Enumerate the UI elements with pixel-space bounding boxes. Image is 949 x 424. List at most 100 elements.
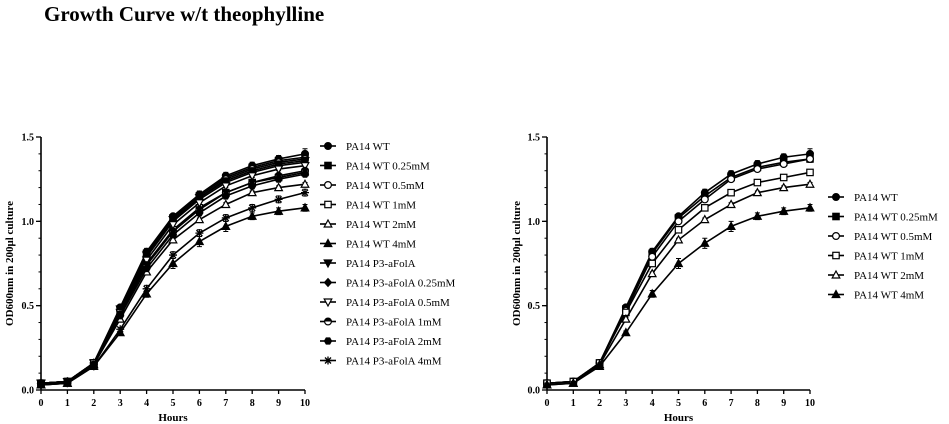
legend-entry: PA14 WT 4mM [828,289,924,302]
data-point [274,175,283,183]
data-point [778,205,789,215]
legend-marker [324,200,332,209]
legend-label: PA14 WT 1mM [854,251,924,263]
x-tick-label: 8 [250,398,255,409]
x-tick-label: 1 [65,398,70,409]
data-point [779,159,788,168]
data-point [220,199,231,209]
data-point [89,362,98,371]
data-point [674,217,683,226]
x-tick-label: 0 [545,398,550,409]
legend-marker [324,317,333,326]
series-8 [36,157,310,389]
legend-entry: PA14 WT 0.5mM [828,231,933,243]
x-tick-label: 5 [676,398,681,409]
legend-marker [832,212,840,221]
x-tick-label: 10 [805,398,815,409]
data-point [673,258,684,268]
legend-label: PA14 WT 0.5mM [854,231,933,243]
data-point [220,182,231,192]
data-point [37,380,45,389]
legend-entry: PA14 WT 0.25mM [828,212,938,224]
data-point-half [222,189,230,193]
data-point [726,221,736,230]
data-point [752,187,763,197]
legend-entry: PA14 P3-aFolA 4mM [320,356,442,368]
data-point [727,188,735,197]
series-5 [542,178,815,389]
x-tick-label: 7 [223,398,228,409]
data-point [274,195,283,204]
y-axis-label: OD600nm in 200μl culture [511,201,523,326]
legend-entry: PA14 WT 4mM [320,238,416,251]
data-point [753,165,762,174]
series-4 [37,168,309,388]
data-point [247,187,258,197]
data-point [221,192,230,200]
x-tick-label: 3 [118,398,123,409]
data-point [116,325,125,334]
series-line [546,207,811,386]
data-point [805,178,815,188]
x-axis-label: Hours [158,412,188,424]
data-point [142,264,151,273]
data-point [194,199,205,209]
data-point [300,178,310,188]
x-tick-label: 3 [623,398,628,409]
legend-marker [323,298,333,308]
series-11 [36,170,310,387]
x-tick-label: 4 [650,398,655,409]
x-axis-label: Hours [664,412,694,424]
data-point [621,327,631,337]
data-point [168,234,178,244]
legend-entry: PA14 P3-aFolA 1mM [320,317,442,329]
data-point-half [275,172,282,176]
x-tick-label: 1 [571,398,576,409]
data-point [195,209,204,217]
data-point [699,214,710,224]
x-tick-label: 5 [171,398,176,409]
series-line [40,156,306,385]
data-point [300,162,310,171]
legend-entry: PA14 WT 0.25mM [320,161,430,173]
legend-entry: PA14 P3-aFolA 2mM [320,336,442,348]
legend-marker [323,218,333,228]
series-line [546,171,811,385]
legend-marker [324,356,332,365]
x-tick-label: 4 [144,398,149,409]
y-tick-label: 1.0 [22,217,35,228]
data-point [194,214,205,224]
x-tick-label: 7 [729,398,734,409]
data-point [248,203,257,212]
data-point [752,211,763,220]
y-axis-label: OD600nm in 200μl culture [4,201,16,326]
data-point [168,221,178,230]
data-point [169,251,177,260]
legend-marker [323,277,333,288]
legend-label: PA14 WT [854,192,898,204]
data-point [247,211,258,220]
data-point [594,361,605,370]
legend-entry: PA14 WT [828,192,898,204]
data-point [753,178,762,187]
legend-marker [323,337,333,345]
data-point [142,284,151,293]
data-point [141,288,152,298]
data-point [116,312,125,320]
legend-label: PA14 WT 1mM [346,200,416,212]
legend-entry: PA14 P3-aFolA 0.5mM [320,297,450,309]
data-point [700,195,709,204]
series-7 [36,156,310,389]
legend-label: PA14 WT 2mM [854,270,924,282]
legend-label: PA14 WT 4mM [346,239,416,251]
legend-marker [324,181,333,190]
data-point [300,170,310,178]
legend-entry: PA14 P3-aFolA [320,258,416,270]
data-point [194,236,205,246]
y-tick-label: 0.0 [528,386,541,397]
legend-label: PA14 P3-aFolA [346,258,416,270]
data-point [195,229,204,238]
legend-label: PA14 P3-aFolA 0.5mM [346,297,450,309]
series-5 [36,178,310,389]
